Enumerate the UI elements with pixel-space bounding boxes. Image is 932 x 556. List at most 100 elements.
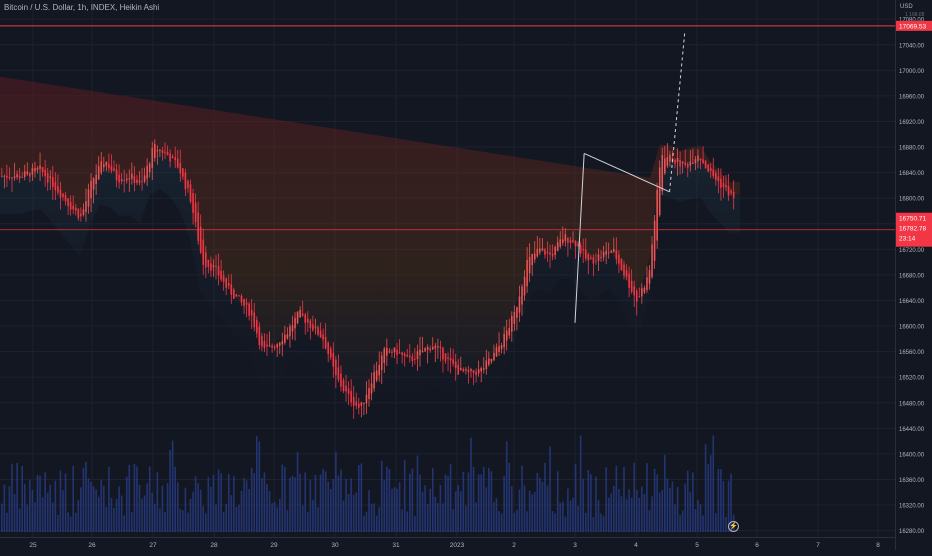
volume-bar-259 (258, 441, 261, 532)
volume-bar-327 (327, 481, 329, 532)
candle-body-208 (207, 259, 210, 268)
volume-bar-39 (39, 475, 41, 532)
volume-bar-468 (467, 472, 470, 532)
volume-bar-567 (567, 488, 569, 532)
candle-body-274 (273, 346, 276, 349)
volume-bar-519 (518, 489, 521, 532)
candle-body-34 (34, 168, 36, 172)
volume-bar-21 (21, 466, 23, 532)
candle-body-524 (523, 276, 526, 296)
volume-bar-559 (559, 502, 562, 532)
time-axis[interactable]: 25 26 27 28 29 30 31 2023 2 3 4 5 6 7 8 (0, 537, 895, 550)
candle-body-287 (286, 334, 289, 339)
volume-bar-480 (480, 474, 482, 532)
volume-bar-475 (475, 502, 477, 532)
drawing-leg-1 (574, 153, 585, 323)
candle-body-468 (467, 369, 470, 373)
price-tick-3: 16400.00 (899, 452, 925, 458)
volume-bar-695 (694, 509, 697, 532)
volume-bar-621 (620, 496, 623, 532)
volume-bar-310 (309, 480, 312, 532)
volume-bar-447 (447, 475, 449, 532)
price-tick-1: 16320.00 (899, 504, 925, 510)
candle-body-93 (92, 178, 95, 190)
candle-body-57 (57, 186, 59, 193)
price-tick-19: 17040.00 (899, 43, 925, 49)
candle-body-582 (582, 249, 584, 251)
volume-bar-44 (44, 472, 46, 532)
volume-bar-715 (715, 513, 717, 532)
volume-bar-603 (602, 515, 605, 532)
candle-body-465 (465, 369, 467, 371)
volume-bar-287 (286, 510, 289, 532)
volume-bar-320 (319, 474, 322, 532)
candle-body-368 (368, 387, 370, 400)
volume-bar-289 (289, 477, 291, 532)
candle-body-200 (199, 226, 202, 253)
volume-bar-633 (633, 462, 635, 532)
symbol-title[interactable]: Bitcoin / U.S. Dollar, 1h, INDEX, Heikin… (4, 3, 160, 12)
candle-body-384 (383, 348, 386, 363)
candle-body-225 (225, 278, 227, 288)
volume-bar-75 (74, 512, 77, 532)
candle-body-24 (23, 171, 26, 177)
lightning-icon[interactable]: ⚡ (728, 521, 739, 532)
currency-label: USD (900, 4, 913, 10)
time-tick-14: 8 (876, 542, 880, 549)
volume-bar-355 (355, 492, 358, 532)
candle-body-506 (505, 330, 508, 341)
volume-bar-529 (528, 490, 531, 532)
volume-bar-730 (730, 473, 732, 532)
candle-body-733 (732, 191, 735, 199)
candle-body-424 (424, 348, 426, 352)
candle-body-570 (569, 240, 572, 243)
volume-bar-590 (590, 474, 592, 532)
volume-bar-27 (26, 504, 29, 532)
price-chart[interactable] (0, 0, 895, 537)
volume-bar-182 (182, 510, 184, 532)
candle-body-488 (488, 358, 490, 365)
chart-pane[interactable]: Bitcoin / U.S. Dollar, 1h, INDEX, Heikin… (0, 0, 895, 537)
cloud-band (0, 76, 740, 446)
candle-body-215 (215, 266, 217, 268)
candle-body-473 (472, 370, 475, 374)
candle-body-603 (602, 252, 605, 258)
volume-bar-391 (391, 488, 393, 532)
candle-body-669 (669, 154, 671, 162)
volume-bar-345 (345, 478, 347, 532)
volume-bar-452 (452, 508, 454, 532)
volume-bar-465 (465, 505, 467, 532)
volume-bar-728 (727, 480, 730, 532)
price-axis[interactable]: 16280.00 16320.00 16360.00 16400.00 16440.00… (895, 0, 932, 550)
volume-bar-322 (322, 468, 324, 532)
candle-body-725 (725, 185, 727, 188)
candle-body-475 (475, 371, 477, 376)
candle-body-442 (442, 347, 444, 360)
volume-bar-210 (210, 486, 212, 532)
volume-bar-631 (630, 497, 633, 532)
candle-body-718 (717, 176, 720, 182)
volume-bar-223 (222, 511, 225, 532)
volume-bar-437 (437, 503, 439, 532)
candle-body-572 (572, 240, 574, 242)
volume-bar-440 (439, 485, 442, 532)
volume-bar-501 (500, 513, 503, 532)
volume-bar-376 (375, 515, 378, 532)
volume-bar-139 (138, 484, 141, 532)
volume-bar-537 (536, 472, 539, 532)
candle-body-11 (11, 177, 13, 179)
candle-body-429 (429, 348, 431, 351)
time-tick-13: 7 (816, 542, 820, 549)
cloud-upper (0, 76, 740, 408)
candle-body-304 (304, 314, 307, 323)
volume-bar-404 (403, 459, 406, 532)
last-price-label: 16750.71 (899, 216, 926, 223)
volume-bar-98 (97, 496, 100, 532)
candle-body-562 (562, 239, 564, 244)
candle-body-361 (360, 402, 363, 406)
volume-bar-613 (613, 485, 615, 532)
volume-bar-162 (161, 485, 164, 532)
candle-body-394 (393, 347, 396, 353)
candle-body-371 (370, 383, 373, 394)
candle-body-651 (651, 244, 653, 277)
